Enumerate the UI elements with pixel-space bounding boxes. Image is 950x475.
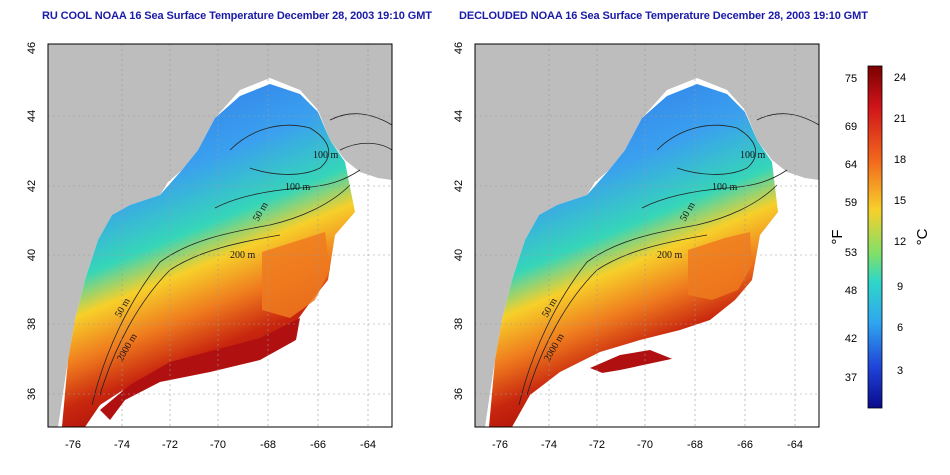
right-grid — [475, 44, 819, 427]
x-tick-label: -66 — [310, 439, 326, 451]
celsius-unit-label: °C — [914, 228, 931, 245]
y-tick-label: 40 — [26, 249, 38, 261]
fahrenheit-tick: 37 — [845, 372, 857, 384]
left-cloud-gap — [140, 330, 330, 427]
celsius-tick: 9 — [897, 281, 903, 293]
left-grid — [48, 44, 392, 427]
y-tick-label: 36 — [453, 388, 465, 400]
left-x-axis: -76 -74 -72 -70 -68 -66 -64 — [65, 439, 376, 451]
fahrenheit-tick: 75 — [845, 73, 857, 85]
x-tick-label: -72 — [162, 439, 178, 451]
left-sst-field — [62, 84, 355, 427]
colorbar-gradient — [867, 65, 883, 409]
x-tick-label: -68 — [687, 439, 703, 451]
right-x-axis: -76 -74 -72 -70 -68 -66 -64 — [492, 439, 803, 451]
x-tick-label: -70 — [210, 439, 226, 451]
x-tick-label: -70 — [637, 439, 653, 451]
left-gulf-stream — [100, 318, 300, 420]
celsius-tick: 6 — [897, 322, 903, 334]
y-tick-label: 42 — [26, 180, 38, 192]
fahrenheit-tick: 64 — [845, 159, 857, 171]
x-tick-label: -74 — [114, 439, 130, 451]
right-contour-label: 200 m — [657, 250, 683, 261]
y-tick-label: 38 — [26, 318, 38, 330]
left-warm-core — [262, 232, 330, 318]
left-land-mass — [48, 44, 392, 427]
fahrenheit-unit-label: °F — [829, 229, 846, 244]
x-tick-label: -64 — [787, 439, 803, 451]
celsius-tick: 3 — [897, 365, 903, 377]
right-cloud-gap — [540, 310, 819, 427]
left-contour-label: 100 m — [285, 182, 311, 193]
celsius-tick: 18 — [894, 154, 906, 166]
fahrenheit-tick: 59 — [845, 197, 857, 209]
x-tick-label: -72 — [589, 439, 605, 451]
fahrenheit-scale: 75 69 64 59 53 48 42 37 — [845, 73, 857, 384]
y-tick-label: 44 — [453, 110, 465, 122]
right-warm-core — [688, 232, 752, 300]
celsius-scale: 24 21 18 15 12 9 6 3 — [894, 72, 906, 377]
right-gulf-stream — [590, 350, 675, 378]
y-tick-label: 40 — [453, 249, 465, 261]
left-map-panel: 100 m 100 m 50 m 200 m 50 m 2000 m -76 -… — [26, 42, 393, 451]
y-tick-label: 42 — [453, 180, 465, 192]
right-map-panel: 100 m 100 m 50 m 200 m 50 m 2000 m -76 -… — [453, 42, 820, 451]
celsius-tick: 15 — [894, 195, 906, 207]
fahrenheit-tick: 69 — [845, 121, 857, 133]
left-panel-title: RU COOL NOAA 16 Sea Surface Temperature … — [42, 10, 432, 22]
celsius-tick: 24 — [894, 72, 906, 84]
right-sst-field — [489, 84, 778, 427]
right-contour-label: 100 m — [740, 150, 766, 161]
right-land-mass — [475, 44, 819, 427]
left-contour-label: 100 m — [313, 150, 339, 161]
celsius-tick: 21 — [894, 113, 906, 125]
right-contour-label: 100 m — [712, 182, 738, 193]
fahrenheit-tick: 42 — [845, 333, 857, 345]
x-tick-label: -68 — [260, 439, 276, 451]
left-bathymetry-contours — [91, 113, 392, 406]
celsius-tick: 12 — [894, 236, 906, 248]
x-tick-label: -76 — [492, 439, 508, 451]
fahrenheit-tick: 48 — [845, 285, 857, 297]
y-tick-label: 36 — [26, 388, 38, 400]
temperature-colorbar: 75 69 64 59 53 48 42 37 24 21 18 15 12 9… — [829, 65, 931, 409]
fahrenheit-tick: 53 — [845, 247, 857, 259]
x-tick-label: -64 — [360, 439, 376, 451]
left-contour-label: 200 m — [230, 250, 256, 261]
x-tick-label: -66 — [737, 439, 753, 451]
right-y-axis: 46 44 42 40 38 36 — [453, 42, 465, 400]
y-tick-label: 46 — [453, 42, 465, 54]
y-tick-label: 38 — [453, 318, 465, 330]
y-tick-label: 44 — [26, 110, 38, 122]
x-tick-label: -74 — [541, 439, 557, 451]
right-panel-title: DECLOUDED NOAA 16 Sea Surface Temperatur… — [459, 10, 868, 22]
left-y-axis: 46 44 42 40 38 36 — [26, 42, 38, 400]
x-tick-label: -76 — [65, 439, 81, 451]
y-tick-label: 46 — [26, 42, 38, 54]
